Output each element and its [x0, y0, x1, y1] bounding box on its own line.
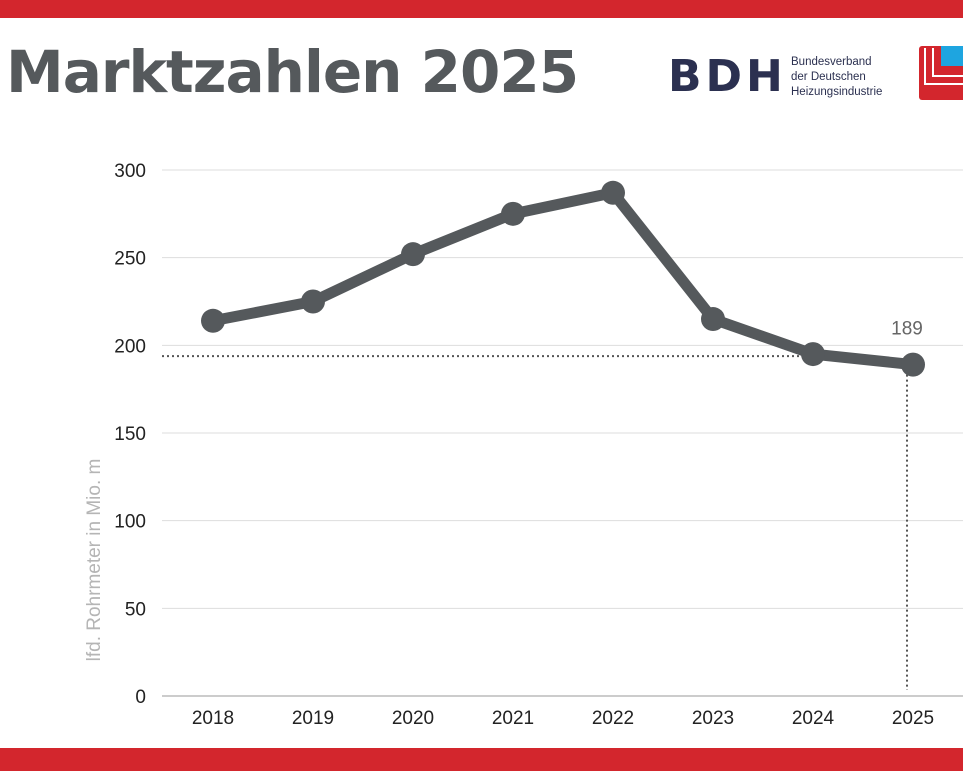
data-point [201, 308, 225, 333]
x-tick-label: 2024 [792, 708, 835, 729]
page-title: Marktzahlen 2025 [6, 38, 579, 106]
top-red-bar [0, 0, 963, 18]
x-tick-label: 2023 [692, 708, 734, 729]
x-tick-label: 2020 [392, 708, 434, 729]
x-tick-label: 2022 [592, 708, 634, 729]
y-tick-label: 300 [114, 161, 146, 182]
y-tick-label: 200 [114, 336, 146, 357]
bdh-logo-mark-icon [919, 46, 963, 100]
data-point [401, 242, 425, 267]
y-tick-label: 0 [135, 687, 146, 708]
y-tick-label: 100 [114, 512, 146, 533]
bdh-logo-subtitle: Bundesverband der Deutschen Heizungsindu… [791, 55, 882, 100]
logo-subtitle-line: Heizungsindustrie [791, 86, 883, 98]
y-tick-label: 150 [114, 424, 146, 445]
x-tick-label: 2025 [892, 708, 934, 729]
y-axis-label: lfd. Rohrmeter in Mio. m [84, 459, 105, 662]
x-tick-label: 2021 [492, 708, 534, 729]
x-tick-label: 2018 [192, 708, 234, 729]
data-point [601, 180, 625, 205]
data-point [501, 201, 525, 226]
bottom-red-bar [0, 748, 963, 771]
y-tick-label: 250 [114, 249, 146, 270]
data-point [901, 352, 925, 377]
data-point [801, 342, 825, 367]
data-point [701, 307, 725, 332]
logo-subtitle-line: Bundesverband [791, 56, 872, 68]
series-line [211, 187, 914, 371]
x-tick-label: 2019 [292, 708, 334, 729]
data-label: 189 [891, 319, 923, 340]
y-tick-label: 50 [125, 599, 146, 620]
bdh-logo: BDH [668, 51, 787, 102]
data-point [301, 289, 325, 314]
logo-subtitle-line: der Deutschen [791, 71, 866, 83]
